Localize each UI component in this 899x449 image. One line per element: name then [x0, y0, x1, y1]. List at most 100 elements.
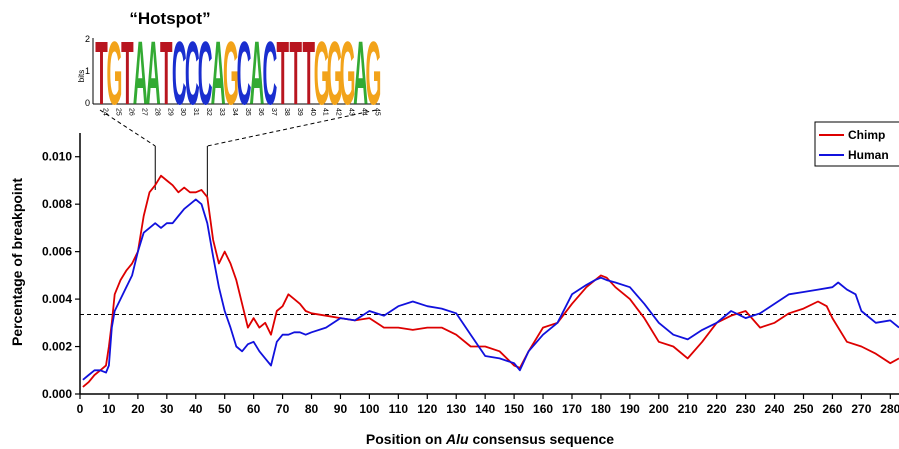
logo-position-label: 32 [205, 108, 212, 116]
y-tick-label: 0.010 [42, 150, 72, 164]
logo-position-label: 40 [309, 108, 316, 116]
logo-position-label: 42 [335, 108, 342, 116]
logo-letter: T [160, 23, 173, 124]
logo-letter: G [223, 23, 239, 124]
x-tick-label: 250 [793, 402, 813, 416]
logo-position-label: 45 [374, 108, 381, 116]
x-tick-label: 70 [276, 402, 290, 416]
x-tick-label: 240 [765, 402, 785, 416]
logo-letter: T [95, 23, 108, 124]
logo-position-label: 24 [102, 108, 109, 116]
x-tick-label: 280 [880, 402, 899, 416]
legend: Chimp Human [814, 121, 899, 167]
x-tick-label: 100 [359, 402, 379, 416]
logo-y-label: bits [77, 70, 86, 82]
logo-y-tick-0: 0 [85, 98, 90, 108]
logo-position-label: 33 [218, 108, 225, 116]
x-tick-label: 120 [417, 402, 437, 416]
y-axis-ticks: 0.000 0.002 0.004 0.006 0.008 0.010 [42, 150, 80, 401]
y-axis-title: Percentage of breakpoint [9, 178, 25, 346]
y-tick-label: 0.000 [42, 387, 72, 401]
x-tick-label: 160 [533, 402, 553, 416]
plot-area: 0.000 0.002 0.004 0.006 0.008 0.010 0 10 20 30 40… [42, 133, 899, 416]
logo-letter: A [146, 23, 161, 124]
logo-position-label: 44 [361, 108, 368, 116]
logo-position-label: 39 [296, 108, 303, 116]
legend-label-human: Human [848, 148, 889, 162]
logo-letter: T [290, 23, 303, 124]
x-tick-label: 180 [591, 402, 611, 416]
logo-position-label: 31 [192, 108, 199, 116]
x-axis-title: Position on Alu consensus sequence [366, 431, 614, 447]
logo-letter: T [121, 23, 134, 124]
x-tick-label: 110 [389, 402, 409, 416]
x-tick-label: 200 [649, 402, 669, 416]
logo-position-label: 26 [127, 108, 134, 116]
connector-right [207, 109, 377, 147]
series-line-chimp [82, 174, 899, 388]
logo-letter: C [237, 23, 252, 124]
x-tick-label: 190 [620, 402, 640, 416]
x-axis-title-part-1: Position on [366, 431, 446, 447]
logo-letter: C [172, 23, 187, 124]
logo-position-label: 43 [348, 108, 355, 116]
logo-position-label: 36 [257, 108, 264, 116]
legend-label-chimp: Chimp [848, 128, 885, 142]
x-tick-label: 170 [562, 402, 582, 416]
logo-letter: G [366, 23, 382, 124]
logo-position-label: 34 [231, 108, 238, 116]
x-tick-label: 60 [247, 402, 261, 416]
logo-letter: A [250, 23, 265, 124]
logo-position-labels: 24 25 26 27 28 29 30 31 32 33 34 35 36 37 38 39 40 41 42 43… [102, 108, 381, 116]
logo-letter: G [327, 23, 343, 124]
x-tick-label: 140 [475, 402, 495, 416]
logo-position-label: 27 [140, 108, 147, 116]
y-tick-label: 0.002 [42, 340, 72, 354]
x-axis-title-part-3: consensus sequence [469, 431, 615, 447]
x-axis-ticks: 0 10 20 30 40 50 60 70 80 90 100 110 120 130 140 150 160… [77, 394, 899, 416]
x-tick-label: 210 [678, 402, 698, 416]
logo-letter: A [133, 23, 148, 124]
logo-y-tick-2: 2 [85, 34, 90, 44]
logo-position-label: 38 [283, 108, 290, 116]
x-tick-label: 50 [218, 402, 232, 416]
x-tick-label: 90 [334, 402, 348, 416]
y-tick-label: 0.004 [42, 292, 72, 306]
x-tick-label: 40 [189, 402, 203, 416]
x-tick-label: 220 [707, 402, 727, 416]
logo-letter: C [263, 23, 278, 124]
x-tick-label: 130 [446, 402, 466, 416]
logo-position-label: 41 [322, 108, 329, 116]
x-tick-label: 260 [822, 402, 842, 416]
x-tick-label: 20 [131, 402, 145, 416]
x-tick-label: 10 [102, 402, 116, 416]
logo-position-label: 25 [114, 108, 121, 116]
logo-position-label: 29 [166, 108, 173, 116]
x-tick-label: 270 [851, 402, 871, 416]
logo-letter: A [211, 23, 226, 124]
logo-letter: T [277, 23, 290, 124]
logo-letter: A [353, 23, 368, 124]
logo-position-label: 37 [270, 108, 277, 116]
logo-y-tick-1: 1 [85, 66, 90, 76]
x-tick-label: 0 [77, 402, 84, 416]
logo-position-label: 28 [153, 108, 160, 116]
logo-letter: G [340, 23, 356, 124]
connector-left [99, 109, 156, 147]
logo-letter: T [303, 23, 316, 124]
series-line-human [82, 198, 899, 381]
x-tick-label: 150 [504, 402, 524, 416]
logo-position-label: 35 [244, 108, 251, 116]
x-axis-title-part-2: Alu [445, 431, 469, 447]
logo-position-label: 30 [179, 108, 186, 116]
x-tick-label: 80 [305, 402, 319, 416]
series-lines [82, 174, 899, 388]
x-tick-label: 230 [736, 402, 756, 416]
logo-letter: C [185, 23, 200, 124]
x-tick-label: 30 [160, 402, 174, 416]
logo-letter: G [314, 23, 330, 124]
y-tick-label: 0.008 [42, 197, 72, 211]
